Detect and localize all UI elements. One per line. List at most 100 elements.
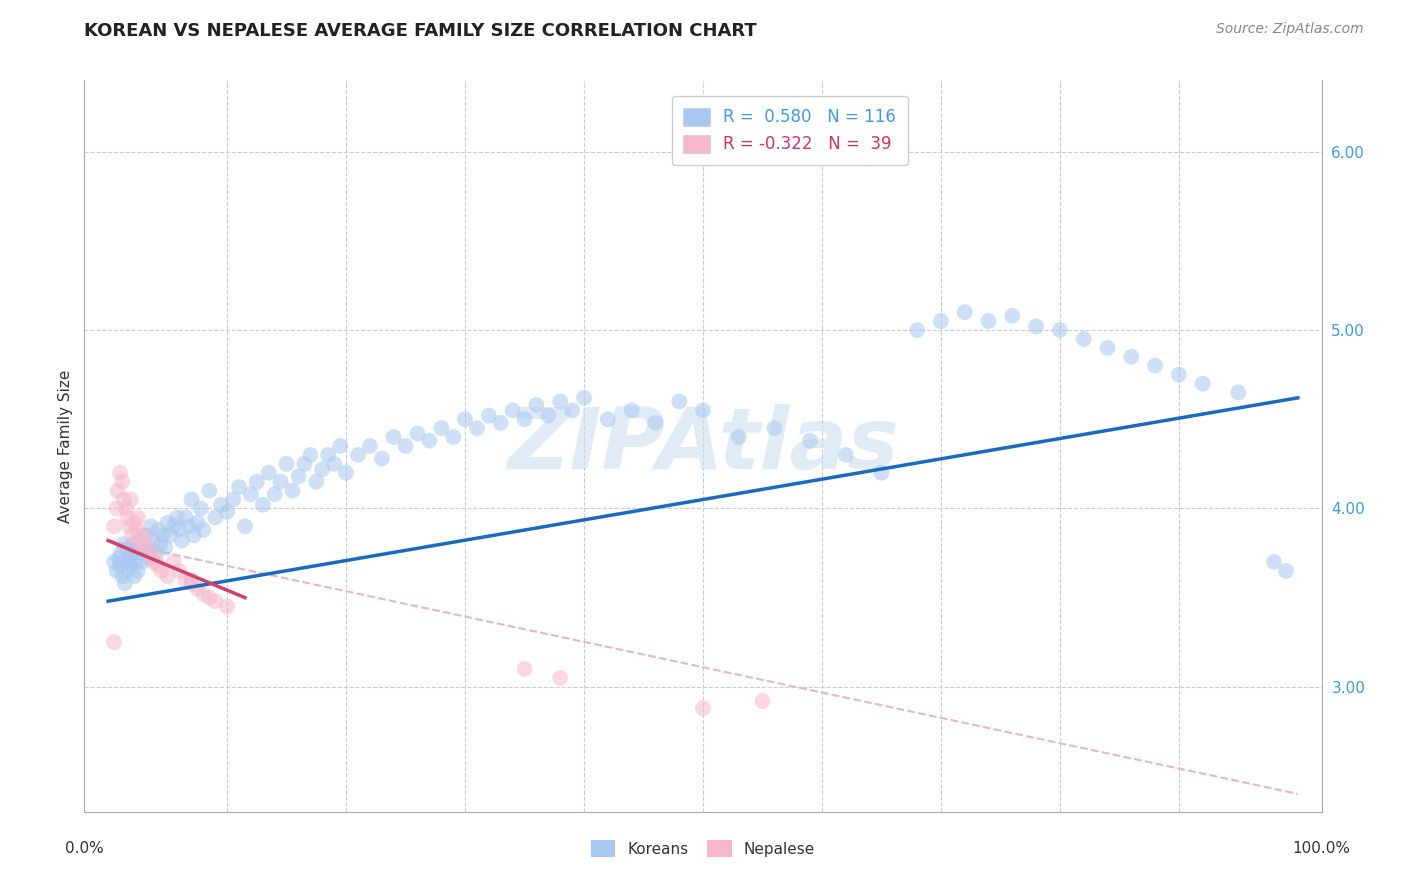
Point <box>150 564 173 578</box>
Point <box>347 448 370 462</box>
Point <box>537 409 560 423</box>
Point <box>204 510 226 524</box>
Point <box>252 498 274 512</box>
Point <box>430 421 453 435</box>
Point <box>198 483 221 498</box>
Point <box>441 430 464 444</box>
Point <box>668 394 690 409</box>
Point <box>111 569 134 583</box>
Point <box>124 516 146 530</box>
Point <box>180 576 202 591</box>
Point <box>233 519 256 533</box>
Point <box>132 537 155 551</box>
Point <box>152 528 174 542</box>
Point <box>204 594 226 608</box>
Point <box>1025 319 1047 334</box>
Point <box>186 516 208 530</box>
Point <box>489 416 512 430</box>
Point <box>174 573 197 587</box>
Point <box>276 457 298 471</box>
Point <box>561 403 583 417</box>
Point <box>406 426 429 441</box>
Point <box>131 541 153 555</box>
Point <box>108 466 131 480</box>
Point <box>174 510 197 524</box>
Point <box>465 421 488 435</box>
Point <box>118 519 141 533</box>
Point <box>139 519 162 533</box>
Point <box>1121 350 1143 364</box>
Point <box>548 394 571 409</box>
Point <box>166 510 188 524</box>
Point <box>125 542 148 557</box>
Point <box>111 475 134 489</box>
Point <box>117 564 139 578</box>
Point <box>1275 564 1298 578</box>
Point <box>128 533 150 548</box>
Point <box>155 541 177 555</box>
Point <box>127 564 149 578</box>
Point <box>502 403 524 417</box>
Point <box>180 573 202 587</box>
Point <box>270 475 292 489</box>
Point <box>124 555 146 569</box>
Point <box>382 430 405 444</box>
Point <box>131 555 153 569</box>
Point <box>146 558 169 573</box>
Point <box>1167 368 1189 382</box>
Text: KOREAN VS NEPALESE AVERAGE FAMILY SIZE CORRELATION CHART: KOREAN VS NEPALESE AVERAGE FAMILY SIZE C… <box>84 22 756 40</box>
Point <box>169 523 191 537</box>
Text: 100.0%: 100.0% <box>1292 841 1351 856</box>
Point <box>128 533 150 548</box>
Point <box>112 492 135 507</box>
Text: Source: ZipAtlas.com: Source: ZipAtlas.com <box>1216 22 1364 37</box>
Point <box>120 558 142 573</box>
Point <box>115 510 138 524</box>
Point <box>217 505 239 519</box>
Point <box>107 483 129 498</box>
Point <box>162 555 184 569</box>
Point <box>127 510 149 524</box>
Point <box>1144 359 1167 373</box>
Point <box>620 403 643 417</box>
Point <box>217 599 239 614</box>
Point <box>180 492 202 507</box>
Point <box>316 448 339 462</box>
Point <box>114 576 136 591</box>
Point <box>142 555 165 569</box>
Point <box>135 528 157 542</box>
Text: ZIPAtlas: ZIPAtlas <box>508 404 898 488</box>
Point <box>572 391 595 405</box>
Point <box>692 403 714 417</box>
Point <box>454 412 477 426</box>
Point <box>118 551 141 566</box>
Point <box>159 528 181 542</box>
Point <box>115 542 138 557</box>
Point <box>138 541 160 555</box>
Point <box>142 533 165 548</box>
Point <box>146 523 169 537</box>
Point <box>139 551 162 566</box>
Point <box>311 462 333 476</box>
Point <box>799 434 821 448</box>
Point <box>299 448 322 462</box>
Point <box>335 466 357 480</box>
Point <box>193 587 215 601</box>
Point <box>359 439 381 453</box>
Point <box>329 439 352 453</box>
Point <box>162 519 184 533</box>
Point <box>228 480 250 494</box>
Point <box>281 483 304 498</box>
Point <box>112 537 135 551</box>
Point <box>751 694 773 708</box>
Point <box>371 451 394 466</box>
Point <box>132 528 155 542</box>
Point <box>129 546 152 560</box>
Point <box>105 501 128 516</box>
Point <box>305 475 328 489</box>
Point <box>263 487 285 501</box>
Point <box>1097 341 1119 355</box>
Point <box>120 492 142 507</box>
Point <box>149 537 172 551</box>
Point <box>1001 309 1024 323</box>
